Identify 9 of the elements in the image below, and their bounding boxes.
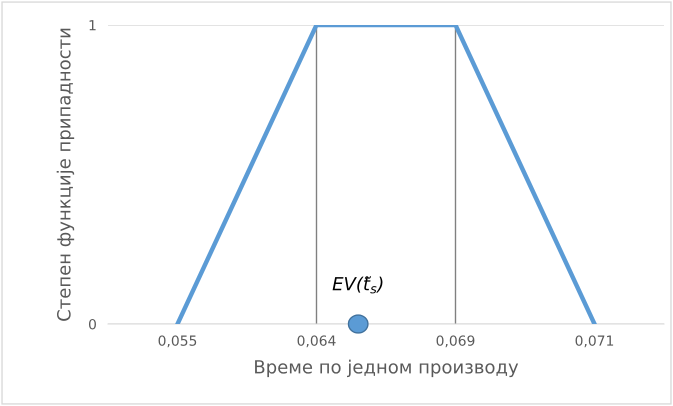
- y-axis-title: Степен функције припадности: [56, 28, 74, 321]
- x-tick-label: 0,055: [158, 335, 196, 348]
- x-axis-title: Време по једном производу: [255, 360, 518, 378]
- x-tick-label: 0,071: [576, 335, 614, 348]
- annotation: EV(t̃$_{s}$): [332, 276, 382, 294]
- x-tick-label: 0,069: [436, 335, 474, 348]
- y-tick-label: 1: [90, 20, 96, 30]
- x-tick-label: 0,064: [298, 335, 336, 348]
- y-tick-label: 0: [88, 318, 96, 330]
